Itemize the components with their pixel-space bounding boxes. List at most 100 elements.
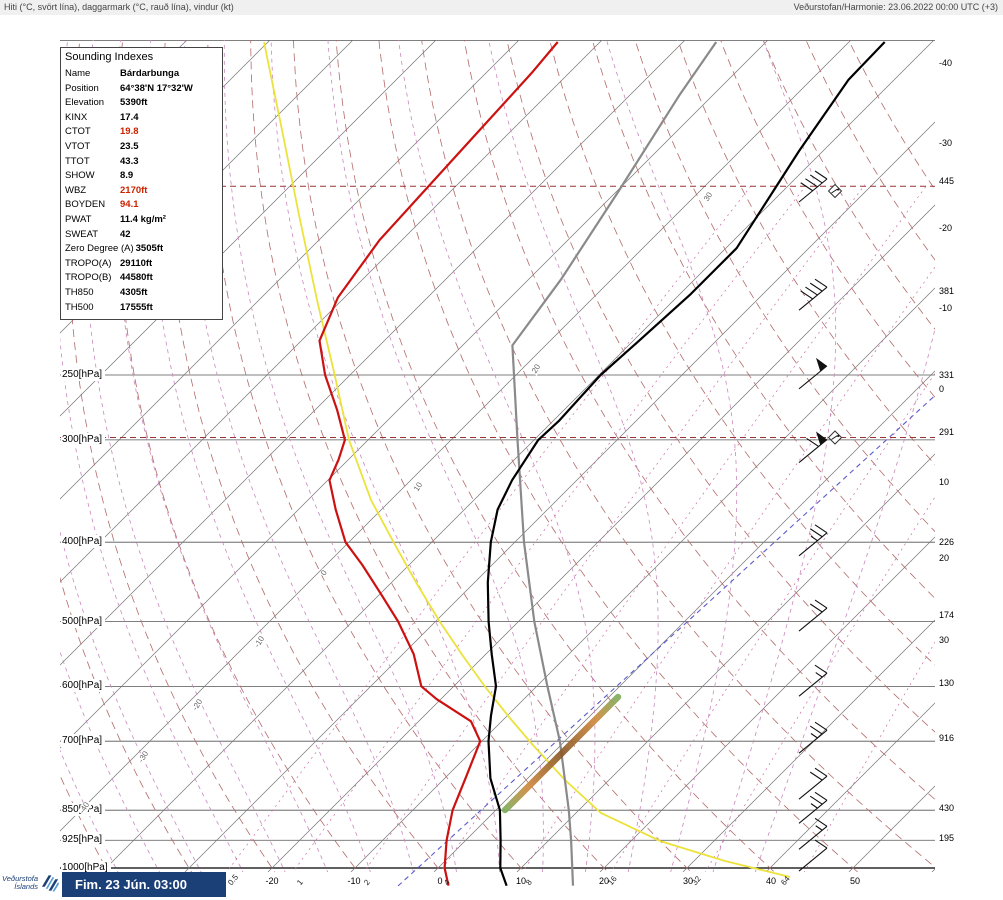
temperature-tick-label: 40 — [765, 876, 776, 886]
dry-adiabat-line — [293, 40, 692, 872]
moist-adiabat-line — [606, 40, 738, 872]
right-axis-label: 430 — [939, 803, 955, 813]
isotherm-line — [60, 40, 520, 500]
level-marker-diamond — [827, 183, 843, 199]
barb-staff — [798, 729, 828, 754]
mixing-ratio-line — [803, 641, 935, 872]
isotherm-line — [433, 370, 935, 872]
index-label: TH500 — [65, 301, 94, 313]
isotherm-line — [60, 40, 603, 583]
pressure-axis-label: 500[hPa] — [61, 614, 106, 628]
barb-staff — [798, 847, 828, 872]
auxiliary_gray-profile-line — [511, 41, 718, 886]
dry-adiabat-line — [720, 40, 935, 398]
index-value: 3505ft — [135, 243, 164, 255]
barb-full-feather — [814, 817, 828, 827]
index-label: SWEAT — [65, 228, 99, 240]
dry-adiabat-line — [762, 40, 935, 330]
logo-text-line1: Veðurstofa — [2, 873, 38, 883]
dry-adiabat-line — [421, 40, 935, 868]
index-label: Elevation — [65, 97, 105, 109]
isotherm-line — [931, 868, 935, 872]
wind-barb — [798, 791, 828, 824]
isotherm-line — [682, 619, 935, 872]
isotherm-line — [765, 702, 935, 872]
barb-staff — [798, 825, 828, 850]
index-value: 4305ft — [120, 286, 148, 298]
temperature-tick-label: -20 — [265, 876, 279, 886]
barb-full-feather — [814, 524, 828, 534]
barb-full-feather — [809, 282, 823, 292]
moist-adiabat-line — [712, 40, 837, 872]
barb-full-feather — [800, 290, 814, 300]
index-label: SHOW — [65, 170, 95, 182]
index-value: 17.4 — [120, 111, 139, 123]
index-label: TROPO(A) — [65, 257, 112, 269]
isotherm-line — [184, 121, 935, 872]
barb-full-feather — [814, 599, 828, 609]
index-row: TTOT 43.3 — [61, 155, 222, 170]
index-value: 8.9 — [120, 170, 134, 182]
barb-half-feather — [810, 803, 818, 809]
sounding-indexes-rows: Name Bárdarbunga Position 64°38'N 17°32'W El… — [61, 67, 222, 315]
right-axis-label: 291 — [939, 427, 955, 437]
right-axis-label: -40 — [939, 58, 953, 68]
barb-full-feather — [809, 725, 823, 735]
index-row: SHOW 8.9 — [61, 169, 222, 184]
barb-half-feather — [815, 825, 823, 831]
pressure-axis-label: 300[hPa] — [61, 432, 106, 446]
right-axis-label: 130 — [939, 678, 955, 688]
index-value: 64°38'N 17°32'W — [120, 82, 193, 94]
right-axis-label: 916 — [939, 733, 955, 743]
barb-full-feather — [800, 182, 814, 192]
mixing-ratio-line — [292, 184, 807, 872]
index-value: 11.4 kg/m² — [120, 213, 166, 225]
index-label: TH850 — [65, 286, 94, 298]
index-value: 5390ft — [120, 97, 148, 109]
index-label: TROPO(B) — [65, 272, 112, 284]
index-row: SWEAT 42 — [61, 228, 222, 243]
moist-adiabat-line — [270, 40, 500, 872]
dry-adiabat-line — [378, 40, 859, 872]
right-axis-label: 30 — [939, 635, 950, 645]
isotherm-line — [60, 40, 686, 666]
sounding-indexes-panel: Sounding Indexes Name Bárdarbunga Position… — [60, 47, 223, 321]
index-value: 94.1 — [120, 199, 139, 211]
barb-staff — [798, 672, 828, 697]
barb-half-feather — [810, 733, 818, 739]
mixing-ratio-line — [704, 496, 935, 872]
barb-full-feather — [809, 528, 823, 538]
barb-full-feather — [809, 174, 823, 184]
right-axis-label: 381 — [939, 286, 955, 296]
sounding-profiles — [318, 41, 886, 886]
isotherm-line — [599, 536, 935, 872]
barb-full-feather — [805, 178, 818, 188]
background-grid — [60, 40, 935, 872]
isotherm-line — [848, 785, 935, 872]
right-axis-label: 20 — [939, 553, 950, 563]
index-value: 44580ft — [120, 272, 153, 284]
wind-barb — [798, 664, 828, 697]
index-label: WBZ — [65, 184, 87, 196]
right-axis-label: -10 — [939, 303, 953, 313]
diamond-arrow-shaft — [831, 188, 838, 194]
index-row: Name Bárdarbunga — [61, 67, 222, 82]
dry-adiabat-line — [805, 40, 935, 261]
barb-pennant — [816, 431, 827, 446]
diamond-arrow-head — [836, 434, 840, 437]
index-value: 17555ft — [120, 301, 153, 313]
barb-full-feather — [814, 791, 828, 801]
temperature-tick-label: 0 — [437, 876, 443, 886]
barb-full-feather — [805, 286, 818, 296]
barb-full-feather — [806, 437, 819, 447]
barb-full-feather — [814, 839, 828, 849]
wind-barb-column — [798, 170, 843, 872]
index-value: Bárdarbunga — [120, 68, 180, 79]
temperature-tick-label: 50 — [849, 876, 860, 886]
isotherm-line — [60, 40, 769, 749]
panel-title: Sounding Indexes — [65, 51, 154, 63]
dry-adiabat-line — [634, 40, 935, 533]
wind-barb — [798, 357, 828, 390]
index-value: 43.3 — [120, 155, 139, 167]
index-row: KINX 17.4 — [61, 111, 222, 126]
